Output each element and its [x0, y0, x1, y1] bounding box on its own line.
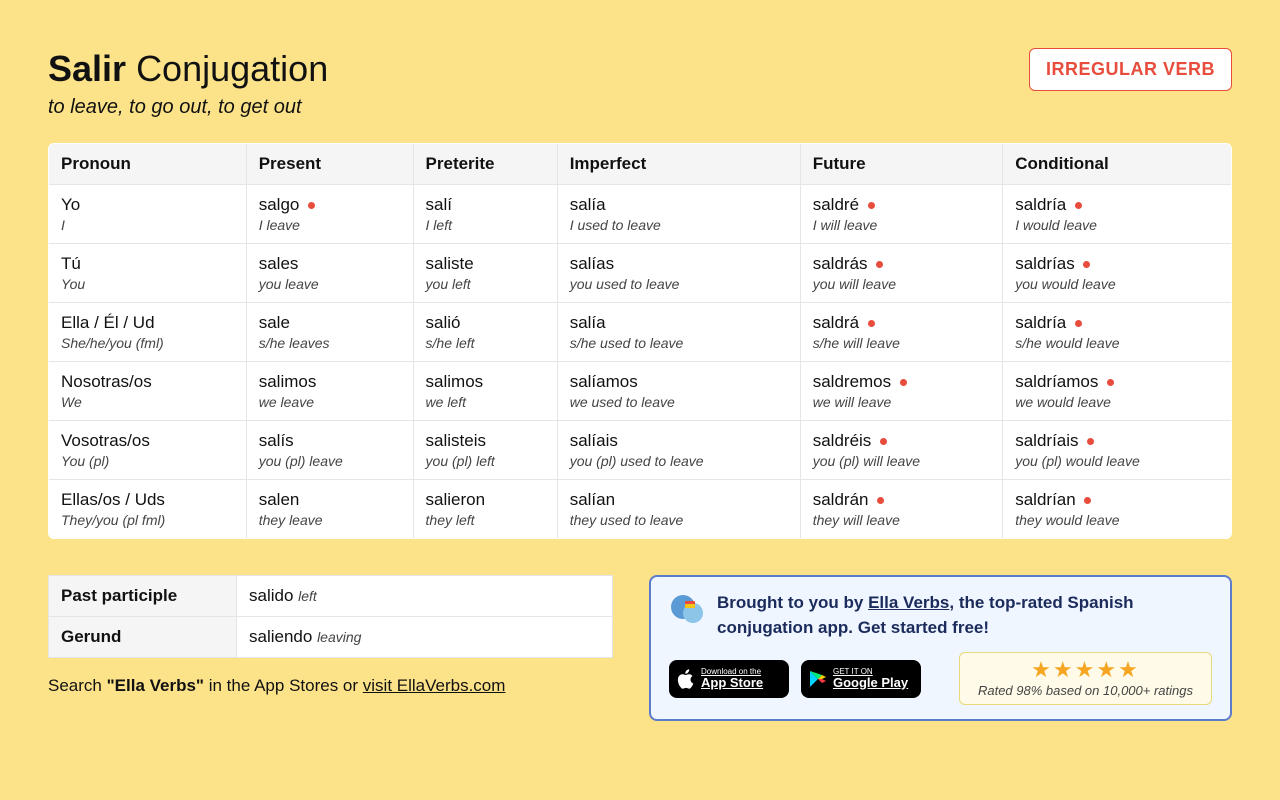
promo-box: Brought to you by Ella Verbs, the top-ra… — [649, 575, 1232, 721]
conjugation-cell: saldré I will leave — [800, 185, 1003, 244]
irregular-dot-icon — [876, 261, 883, 268]
rating-box: ★★★★★ Rated 98% based on 10,000+ ratings — [959, 652, 1212, 705]
column-header: Preterite — [413, 144, 557, 185]
column-header: Imperfect — [557, 144, 800, 185]
conjugation-cell: saldrías you would leave — [1003, 244, 1232, 303]
conjugation-cell: salgo I leave — [246, 185, 413, 244]
participle-value: saliendo leaving — [237, 617, 613, 658]
participle-label: Past participle — [49, 576, 237, 617]
column-header: Pronoun — [49, 144, 247, 185]
verb-name: Salir — [48, 48, 126, 89]
column-header: Present — [246, 144, 413, 185]
conjugation-cell: saldrás you will leave — [800, 244, 1003, 303]
conjugation-cell: salíaisyou (pl) used to leave — [557, 421, 800, 480]
participle-value: salido left — [237, 576, 613, 617]
app-icon — [669, 591, 705, 627]
irregular-dot-icon — [868, 320, 875, 327]
irregular-dot-icon — [1075, 202, 1082, 209]
conjugation-cell: saldría s/he would leave — [1003, 303, 1232, 362]
participle-label: Gerund — [49, 617, 237, 658]
conjugation-cell: salimoswe left — [413, 362, 557, 421]
stars: ★★★★★ — [978, 659, 1193, 681]
conjugation-cell: salesyou leave — [246, 244, 413, 303]
table-row: Ellas/os / UdsThey/you (pl fml)salenthey… — [49, 480, 1232, 539]
pronoun-cell: YoI — [49, 185, 247, 244]
table-row: TúYousalesyou leavesalisteyou leftsalías… — [49, 244, 1232, 303]
conjugation-cell: salías/he used to leave — [557, 303, 800, 362]
play-icon — [809, 670, 827, 688]
appstore-button[interactable]: Download on theApp Store — [669, 660, 789, 698]
conjugation-cell: salísyou (pl) leave — [246, 421, 413, 480]
conjugation-cell: saliós/he left — [413, 303, 557, 362]
conjugation-cell: saldréis you (pl) will leave — [800, 421, 1003, 480]
table-row: YoIsalgo I leavesalíI leftsalíaI used to… — [49, 185, 1232, 244]
visit-link[interactable]: visit EllaVerbs.com — [363, 676, 506, 695]
pronoun-cell: Ellas/os / UdsThey/you (pl fml) — [49, 480, 247, 539]
pronoun-cell: Ella / Él / UdShe/he/you (fml) — [49, 303, 247, 362]
participle-row: Past participlesalido left — [49, 576, 613, 617]
pronoun-cell: TúYou — [49, 244, 247, 303]
conjugation-table: PronounPresentPreteriteImperfectFutureCo… — [48, 143, 1232, 539]
conjugation-cell: saldríais you (pl) would leave — [1003, 421, 1232, 480]
conjugation-cell: saldrán they will leave — [800, 480, 1003, 539]
irregular-dot-icon — [1083, 261, 1090, 268]
irregular-badge: IRREGULAR VERB — [1029, 48, 1232, 91]
conjugation-cell: saldríamos we would leave — [1003, 362, 1232, 421]
conjugation-cell: salimoswe leave — [246, 362, 413, 421]
conjugation-cell: saldría I would leave — [1003, 185, 1232, 244]
participle-table: Past participlesalido leftGerundsaliendo… — [48, 575, 613, 658]
irregular-dot-icon — [308, 202, 315, 209]
rating-text: Rated 98% based on 10,000+ ratings — [978, 683, 1193, 698]
apple-icon — [677, 669, 695, 689]
table-row: Nosotras/osWesalimoswe leavesalimoswe le… — [49, 362, 1232, 421]
pronoun-cell: Vosotras/osYou (pl) — [49, 421, 247, 480]
conjugation-cell: sales/he leaves — [246, 303, 413, 362]
column-header: Future — [800, 144, 1003, 185]
irregular-dot-icon — [1084, 497, 1091, 504]
conjugation-cell: saldrían they would leave — [1003, 480, 1232, 539]
subtitle: to leave, to go out, to get out — [48, 96, 328, 119]
irregular-dot-icon — [868, 202, 875, 209]
irregular-dot-icon — [1075, 320, 1082, 327]
conjugation-cell: salíaI used to leave — [557, 185, 800, 244]
pronoun-cell: Nosotras/osWe — [49, 362, 247, 421]
page-title: Salir Conjugation — [48, 48, 328, 90]
conjugation-cell: salíI left — [413, 185, 557, 244]
conjugation-cell: salíamoswe used to leave — [557, 362, 800, 421]
conjugation-cell: salisteisyou (pl) left — [413, 421, 557, 480]
googleplay-button[interactable]: GET IT ONGoogle Play — [801, 660, 921, 698]
table-row: Vosotras/osYou (pl)salísyou (pl) leavesa… — [49, 421, 1232, 480]
conjugation-cell: salenthey leave — [246, 480, 413, 539]
title-rest: Conjugation — [136, 48, 328, 89]
conjugation-cell: salieronthey left — [413, 480, 557, 539]
irregular-dot-icon — [877, 497, 884, 504]
search-text: Search "Ella Verbs" in the App Stores or… — [48, 676, 613, 696]
participle-row: Gerundsaliendo leaving — [49, 617, 613, 658]
conjugation-cell: salíasyou used to leave — [557, 244, 800, 303]
conjugation-cell: salíanthey used to leave — [557, 480, 800, 539]
conjugation-cell: saldrá s/he will leave — [800, 303, 1003, 362]
irregular-dot-icon — [880, 438, 887, 445]
column-header: Conditional — [1003, 144, 1232, 185]
conjugation-cell: saldremos we will leave — [800, 362, 1003, 421]
irregular-dot-icon — [1087, 438, 1094, 445]
irregular-dot-icon — [900, 379, 907, 386]
promo-text: Brought to you by Ella Verbs, the top-ra… — [717, 591, 1212, 640]
conjugation-cell: salisteyou left — [413, 244, 557, 303]
ella-verbs-link[interactable]: Ella Verbs — [868, 593, 949, 612]
irregular-dot-icon — [1107, 379, 1114, 386]
table-row: Ella / Él / UdShe/he/you (fml)sales/he l… — [49, 303, 1232, 362]
